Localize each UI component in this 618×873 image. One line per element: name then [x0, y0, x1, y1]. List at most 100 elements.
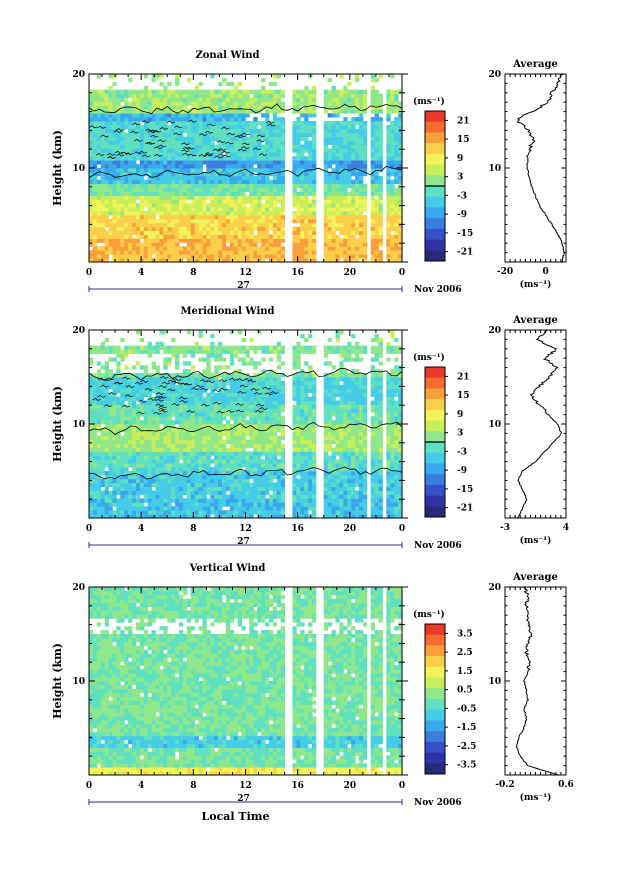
- heatmap-cell: [358, 183, 364, 188]
- heatmap-cell: [155, 109, 160, 114]
- heatmap-cell: [120, 218, 125, 224]
- heatmap-cell: [89, 140, 94, 145]
- heatmap-cell: [92, 246, 98, 251]
- heatmap-cell: [159, 140, 164, 145]
- heatmap-cell: [225, 373, 231, 378]
- heatmap-cell: [182, 482, 188, 488]
- heatmap-cell: [272, 179, 278, 185]
- heatmap-cell: [96, 396, 102, 401]
- heatmap-cell: [202, 478, 207, 484]
- heatmap-cell: [261, 230, 266, 235]
- heatmap-cell: [128, 218, 133, 224]
- heatmap-cell: [292, 238, 297, 243]
- heatmap-cell: [398, 211, 402, 216]
- heatmap-cell: [229, 455, 235, 460]
- heatmap-cell: [108, 474, 113, 480]
- heatmap-cell: [132, 392, 137, 397]
- heatmap-cell: [394, 89, 399, 94]
- contour-line: [147, 130, 156, 134]
- heatmap-cell: [202, 408, 207, 413]
- heatmap-cell: [362, 148, 368, 153]
- heatmap-cell: [116, 455, 121, 460]
- heatmap-cell: [186, 420, 192, 425]
- heatmap-cell: [308, 179, 313, 185]
- heatmap-cell: [96, 380, 102, 386]
- heatmap-cell: [268, 160, 274, 165]
- heatmap-cell: [374, 250, 379, 255]
- heatmap-cell: [331, 175, 336, 181]
- heatmap-cell: [347, 218, 352, 224]
- heatmap-cell: [108, 132, 113, 138]
- heatmap-cell: [237, 506, 242, 511]
- heatmap-cell: [339, 168, 344, 173]
- heatmap-cell: [229, 494, 235, 499]
- heatmap-cell: [178, 164, 184, 169]
- heatmap-cell: [143, 144, 149, 149]
- heatmap-cell: [394, 168, 399, 173]
- heatmap-cell: [132, 490, 137, 495]
- heatmap-cell: [112, 132, 117, 138]
- heatmap-cell: [241, 226, 246, 232]
- heatmap-cell: [218, 121, 223, 126]
- heatmap-cell: [132, 416, 137, 421]
- heatmap-cell: [92, 230, 98, 235]
- heatmap-cell: [190, 471, 196, 476]
- heatmap-cell: [151, 230, 156, 235]
- heatmap-cell: [120, 222, 125, 228]
- heatmap-cell: [222, 498, 227, 503]
- heatmap-cell: [120, 427, 125, 433]
- heatmap-cell: [135, 380, 141, 386]
- heatmap-cell: [139, 254, 145, 259]
- heatmap-cell: [300, 226, 305, 232]
- heatmap-cell: [132, 250, 137, 255]
- heatmap-cell: [218, 490, 223, 495]
- heatmap-cell: [147, 427, 152, 433]
- heatmap-cell: [139, 490, 145, 495]
- heatmap-cell: [358, 226, 364, 232]
- heatmap-cell: [171, 392, 176, 397]
- heatmap-cell: [233, 183, 239, 188]
- heatmap-cell: [304, 136, 309, 141]
- heatmap-cell: [202, 191, 207, 196]
- heatmap-cell: [358, 191, 364, 196]
- heatmap-cell: [92, 199, 98, 204]
- heatmap-cell: [194, 207, 199, 212]
- heatmap-cell: [374, 109, 379, 114]
- heatmap-cell: [96, 502, 102, 507]
- heatmap-cell: [155, 203, 160, 208]
- heatmap-cell: [132, 207, 137, 212]
- heatmap-cell: [386, 187, 391, 192]
- heatmap-cell: [347, 238, 352, 243]
- heatmap-cell: [186, 463, 192, 468]
- heatmap-cell: [229, 195, 235, 200]
- heatmap-cell: [178, 443, 184, 448]
- heatmap-cell: [89, 211, 94, 216]
- heatmap-cell: [308, 199, 313, 204]
- heatmap-cell: [222, 156, 227, 161]
- heatmap-cell: [233, 349, 239, 354]
- heatmap-cell: [304, 242, 309, 247]
- heatmap-cell: [186, 203, 192, 208]
- heatmap-cell: [92, 490, 98, 495]
- heatmap-cell: [175, 439, 180, 444]
- heatmap-cell: [151, 435, 156, 441]
- heatmap-cell: [89, 463, 94, 468]
- heatmap-cell: [214, 455, 219, 460]
- heatmap-cell: [132, 93, 137, 98]
- heatmap-cell: [300, 211, 305, 216]
- heatmap-cell: [155, 175, 160, 181]
- heatmap-cell: [167, 250, 172, 255]
- heatmap-cell: [108, 144, 113, 149]
- heatmap-cell: [92, 486, 98, 491]
- heatmap-cell: [159, 164, 164, 169]
- heatmap-cell: [190, 250, 196, 255]
- y-axis-label: Height (km): [51, 130, 64, 206]
- heatmap-cell: [171, 203, 176, 208]
- heatmap-cell: [222, 365, 227, 370]
- heatmap-cell: [386, 199, 391, 204]
- heatmap-cell: [351, 128, 356, 134]
- profile-title: Average: [512, 59, 558, 70]
- heatmap-cell: [280, 230, 286, 235]
- heatmap-cell: [386, 203, 391, 208]
- heatmap-cell: [159, 207, 164, 212]
